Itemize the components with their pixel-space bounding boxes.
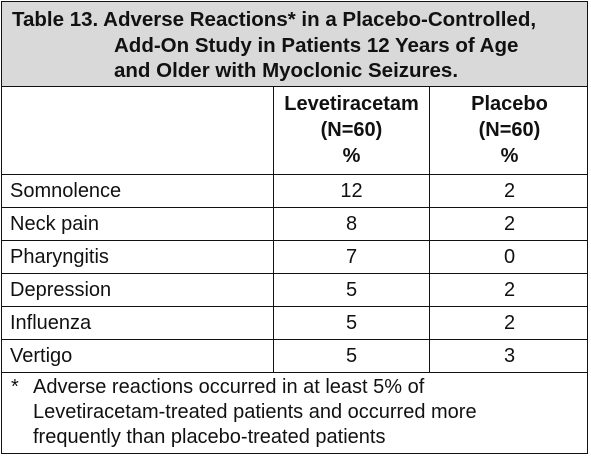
levetiracetam-value: 5 bbox=[274, 274, 430, 306]
header-empty-cell bbox=[2, 87, 274, 174]
header-levetiracetam-unit: % bbox=[342, 145, 361, 167]
footnote-line-2: Levetiracetam-treated patients and occur… bbox=[33, 401, 477, 423]
table-row: Influenza 5 2 bbox=[2, 307, 587, 340]
reaction-label: Influenza bbox=[10, 312, 92, 334]
levetiracetam-value: 8 bbox=[274, 208, 430, 240]
table-row: Neck pain 8 2 bbox=[2, 208, 587, 241]
footnote-text: Adverse reactions occurred in at least 5… bbox=[33, 375, 573, 450]
footnote-line-3: frequently than placebo-treated patients bbox=[33, 426, 386, 448]
placebo-value: 0 bbox=[503, 246, 516, 268]
header-row: Levetiracetam (N=60) % Placebo (N=60) % bbox=[2, 87, 587, 175]
levetiracetam-value: 12 bbox=[274, 175, 430, 207]
footnote-line-1: Adverse reactions occurred in at least 5… bbox=[33, 376, 425, 398]
header-levetiracetam-name: Levetiracetam bbox=[284, 93, 419, 115]
reaction-label: Neck pain bbox=[10, 213, 99, 235]
placebo-value: 3 bbox=[503, 345, 516, 367]
reaction-label: Vertigo bbox=[10, 345, 73, 367]
levetiracetam-value: 5 bbox=[274, 307, 430, 339]
header-levetiracetam-n: (N=60) bbox=[320, 119, 383, 141]
title-line-2: Add-On Study in Patients 12 Years of Age bbox=[114, 34, 519, 57]
table-title: Table 13. Adverse Reactions* in a Placeb… bbox=[2, 2, 587, 87]
reaction-cell: Pharyngitis bbox=[2, 241, 274, 273]
levetiracetam-value: 7 bbox=[274, 241, 430, 273]
reaction-cell: Somnolence bbox=[2, 175, 274, 207]
reaction-cell: Influenza bbox=[2, 307, 274, 339]
reaction-cell: Depression bbox=[2, 274, 274, 306]
reaction-label: Somnolence bbox=[10, 180, 122, 202]
placebo-value: 2 bbox=[503, 312, 516, 334]
table-row: Depression 5 2 bbox=[2, 274, 587, 307]
header-placebo-unit: % bbox=[500, 145, 519, 167]
reaction-label: Pharyngitis bbox=[10, 246, 109, 268]
header-placebo-n: (N=60) bbox=[478, 119, 541, 141]
title-line-3: and Older with Myoclonic Seizures. bbox=[114, 59, 459, 82]
levetiracetam-value: 5 bbox=[274, 340, 430, 372]
header-placebo: Placebo (N=60) % bbox=[430, 87, 589, 174]
reaction-label: Depression bbox=[10, 279, 112, 301]
placebo-value: 2 bbox=[503, 213, 516, 235]
title-line-1: Table 13. Adverse Reactions* in a Placeb… bbox=[12, 8, 537, 31]
placebo-value: 2 bbox=[503, 180, 516, 202]
footnote-marker: * bbox=[11, 376, 19, 398]
table-row: Pharyngitis 7 0 bbox=[2, 241, 587, 274]
placebo-value: 2 bbox=[503, 279, 516, 301]
table-row: Somnolence 12 2 bbox=[2, 175, 587, 208]
header-placebo-name: Placebo bbox=[471, 93, 548, 115]
table-row: Vertigo 5 3 bbox=[2, 340, 587, 373]
header-levetiracetam: Levetiracetam (N=60) % bbox=[274, 87, 430, 174]
reaction-cell: Neck pain bbox=[2, 208, 274, 240]
reaction-cell: Vertigo bbox=[2, 340, 274, 372]
